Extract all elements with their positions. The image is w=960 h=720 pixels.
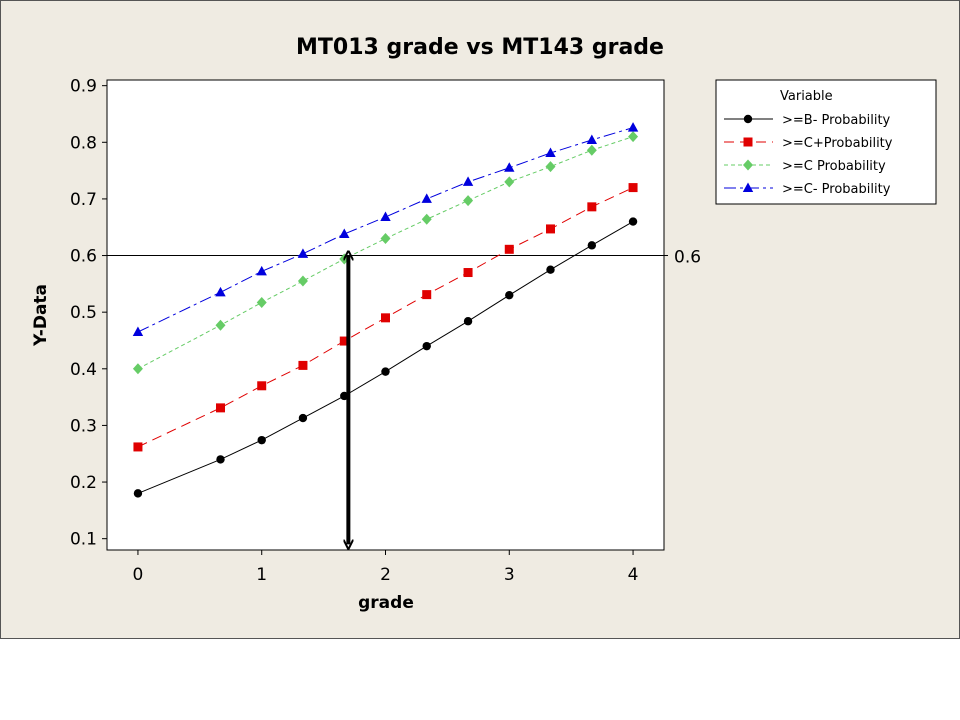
series-3-point-7	[462, 176, 474, 186]
series-1-point-5	[381, 313, 390, 323]
y-tick-label: 0.2	[70, 473, 97, 493]
series-0-point-3	[298, 413, 308, 423]
series-3-point-9	[545, 147, 556, 158]
y-tick-label: 0.3	[70, 416, 97, 436]
series-3-point-10	[586, 134, 598, 145]
series-1-point-11	[628, 183, 638, 193]
series-3-point-5	[380, 211, 391, 222]
y-axis-ticks: 0.1 0.2 0.3 0.4 0.5 0.6 0.7 0.8 0.9	[70, 77, 107, 550]
reference-line-label: 0.6	[674, 248, 701, 268]
series-3-point-0	[132, 326, 144, 336]
x-axis-label: grade	[358, 593, 414, 613]
series-0-point-11	[628, 217, 638, 226]
x-tick-label: 1	[256, 565, 267, 585]
y-tick-label: 0.8	[70, 133, 97, 153]
series-2-point-8	[504, 176, 515, 188]
series-1-point-1	[216, 403, 226, 413]
series-2-point-6	[421, 213, 432, 225]
legend-title: Variable	[780, 89, 833, 104]
series-1-point-0	[133, 442, 143, 452]
legend-label-0: >=B- Probability	[782, 113, 891, 128]
series-2-point-0	[132, 363, 143, 375]
series-line-1	[137, 187, 634, 448]
series-3-point-11	[627, 122, 639, 132]
series-0-point-0	[133, 489, 143, 498]
chart-title: MT013 grade vs MT143 grade	[296, 35, 664, 60]
y-tick-label: 0.5	[70, 303, 97, 323]
series-3-point-4	[339, 228, 350, 239]
series-1-point-10	[587, 202, 597, 212]
series-2-point-10	[586, 144, 597, 156]
series-1-point-9	[545, 224, 555, 234]
series-2-point-2	[256, 297, 267, 309]
y-tick-label: 0.1	[70, 530, 97, 550]
series-group	[132, 122, 639, 498]
series-2-point-9	[545, 161, 556, 173]
x-tick-label: 2	[380, 565, 391, 585]
legend-label-1: >=C+Probability	[782, 136, 893, 151]
series-3-point-1	[215, 286, 226, 297]
legend-box	[715, 79, 937, 205]
series-3-point-2	[256, 265, 267, 276]
y-tick-label: 0.7	[70, 190, 97, 210]
series-0-point-2	[257, 435, 266, 445]
series-line-0	[137, 221, 634, 494]
series-0-point-8	[505, 290, 514, 300]
series-2-point-1	[215, 319, 226, 331]
legend-label-2: >=C Probability	[782, 159, 886, 174]
series-2-point-5	[380, 233, 391, 245]
series-2-point-7	[463, 195, 474, 207]
series-1-point-6	[422, 290, 432, 300]
legend-marker-2	[743, 159, 753, 171]
series-1-point-2	[257, 381, 267, 391]
legend-marker-3	[742, 182, 754, 192]
y-tick-label: 0.6	[70, 247, 97, 267]
x-tick-label: 3	[504, 565, 515, 585]
legend-label-3: >=C- Probability	[782, 182, 891, 197]
series-2-point-11	[628, 131, 639, 143]
legend: Variable >=B- Probability >=C+Probability…	[715, 79, 937, 205]
series-2-point-3	[297, 275, 308, 287]
legend-marker-1	[743, 137, 753, 147]
x-tick-label: 4	[628, 565, 639, 585]
series-0-point-6	[422, 341, 431, 351]
y-tick-label: 0.4	[70, 360, 97, 380]
series-1-point-3	[298, 360, 308, 370]
series-3-point-6	[421, 193, 432, 203]
series-3-point-8	[504, 162, 515, 172]
series-0-point-5	[381, 367, 390, 376]
y-axis-label: Y-Data	[31, 284, 51, 347]
y-tick-label: 0.9	[70, 77, 97, 97]
series-3-point-3	[297, 248, 309, 258]
x-axis-ticks: 0 1 2 3 4	[133, 550, 639, 585]
series-0-point-10	[587, 241, 597, 250]
series-line-2	[137, 136, 634, 370]
series-0-point-7	[463, 317, 473, 326]
series-1-point-8	[504, 244, 514, 254]
series-1-point-7	[463, 268, 473, 278]
x-tick-label: 0	[133, 565, 144, 585]
legend-marker-0	[743, 114, 753, 124]
series-0-point-9	[546, 265, 555, 274]
series-0-point-1	[216, 455, 225, 464]
